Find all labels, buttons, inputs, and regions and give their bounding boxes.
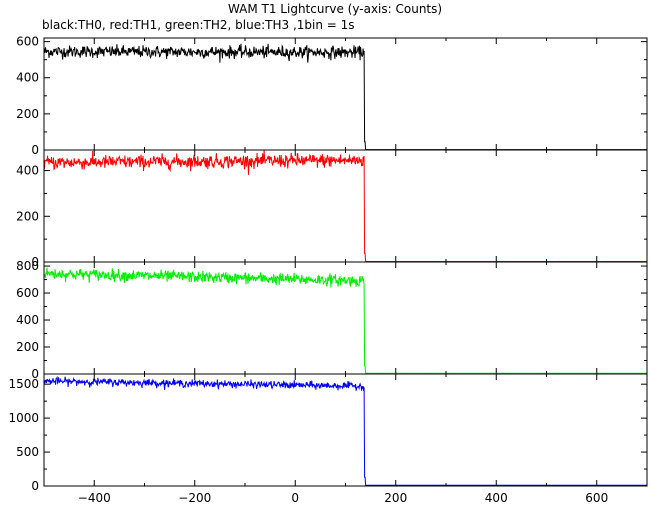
y-tick-label: 600 — [16, 35, 39, 49]
panel-frame — [43, 373, 648, 487]
y-tick-label: 400 — [16, 313, 39, 327]
chart-title: WAM T1 Lightcurve (y-axis: Counts) — [228, 2, 442, 16]
panel-th2: 0 200 400 600 800 — [16, 259, 648, 381]
y-tick-label: 800 — [16, 259, 39, 273]
x-tick-label: 0 — [291, 491, 299, 505]
series-line-th2 — [43, 267, 647, 374]
y-tick-label: 600 — [16, 286, 39, 300]
y-tick-label: 400 — [16, 71, 39, 85]
x-tick-label: −200 — [178, 491, 211, 505]
y-tick-label: 0 — [31, 255, 39, 269]
y-tick-label: 200 — [16, 107, 39, 121]
x-tick-label: 200 — [384, 491, 407, 505]
panel-frame — [43, 261, 648, 375]
y-tick-label: 0 — [31, 367, 39, 381]
y-tick-label: 0 — [31, 479, 39, 493]
y-tick-label: 1500 — [8, 377, 39, 391]
panel-th3: 0 500 1000 1500 — [8, 373, 648, 493]
panel-th1: 0 200 400 — [16, 149, 648, 269]
chart-panels: 0200400600020040002004006008000500100015… — [8, 35, 648, 505]
chart-subtitle: black:TH0, red:TH1, green:TH2, blue:TH3 … — [42, 18, 355, 32]
series-line-th1 — [43, 150, 647, 262]
series-line-th3 — [43, 375, 647, 486]
y-tick-label: 200 — [16, 340, 39, 354]
y-tick-label: 400 — [16, 164, 39, 178]
y-tick-label: 0 — [31, 143, 39, 157]
y-tick-label: 1000 — [8, 411, 39, 425]
panel-th0: 0 200 400 600 — [16, 35, 648, 157]
x-tick-label: 400 — [485, 491, 508, 505]
y-tick-label: 500 — [16, 445, 39, 459]
x-tick-label: 600 — [585, 491, 608, 505]
x-tick-label: −400 — [78, 491, 111, 505]
panel-frame — [43, 149, 648, 263]
y-tick-label: 200 — [16, 209, 39, 223]
series-line-th0 — [43, 43, 647, 151]
